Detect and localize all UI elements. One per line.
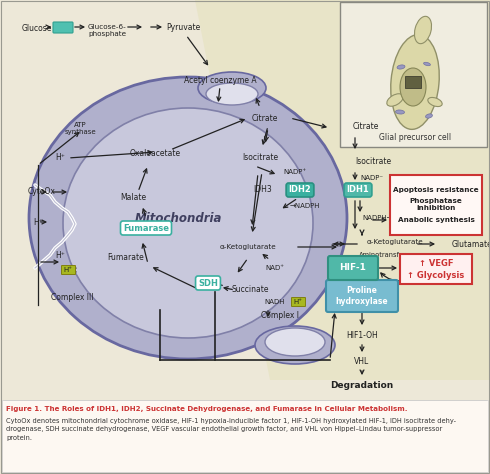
- Text: VHL: VHL: [354, 357, 369, 366]
- Ellipse shape: [415, 16, 432, 44]
- Text: Acetyl coenzyme A: Acetyl coenzyme A: [184, 75, 256, 84]
- Text: Complex III: Complex III: [51, 293, 93, 302]
- Polygon shape: [195, 0, 490, 380]
- Ellipse shape: [206, 83, 258, 105]
- FancyBboxPatch shape: [390, 175, 482, 235]
- Ellipse shape: [426, 114, 432, 118]
- Text: HIF1-OH: HIF1-OH: [346, 330, 378, 339]
- Text: Glutamate: Glutamate: [452, 239, 490, 248]
- Ellipse shape: [387, 94, 403, 106]
- Text: Proline
hydroxylase: Proline hydroxylase: [336, 286, 388, 306]
- Text: Isocitrate: Isocitrate: [355, 157, 391, 166]
- Text: CytoOx denotes mitochondrial cytochrome oxidase, HIF-1 hypoxia-inducible factor : CytoOx denotes mitochondrial cytochrome …: [6, 418, 456, 441]
- Text: α-Ketoglutarate: α-Ketoglutarate: [367, 239, 424, 245]
- Text: H⁺: H⁺: [55, 250, 65, 259]
- Text: NADH: NADH: [265, 299, 285, 305]
- Text: HIF-1: HIF-1: [340, 264, 367, 273]
- Text: NADPH→: NADPH→: [362, 215, 392, 221]
- Text: Apoptosis resistance: Apoptosis resistance: [393, 187, 479, 193]
- Text: Glial precursor cell: Glial precursor cell: [379, 134, 451, 143]
- Text: H⁺: H⁺: [55, 154, 65, 163]
- Ellipse shape: [265, 328, 325, 356]
- Text: IDH2: IDH2: [289, 185, 311, 194]
- Ellipse shape: [29, 77, 347, 359]
- FancyBboxPatch shape: [326, 280, 398, 312]
- FancyBboxPatch shape: [53, 22, 73, 33]
- Text: Fumarase: Fumarase: [123, 224, 169, 233]
- FancyBboxPatch shape: [62, 265, 75, 274]
- Text: NAD⁺: NAD⁺: [266, 265, 285, 271]
- Text: Glucose-6-
phosphate: Glucose-6- phosphate: [88, 24, 126, 37]
- Text: Oxygen: Oxygen: [408, 273, 437, 283]
- Ellipse shape: [400, 68, 426, 106]
- Text: →NADPH: →NADPH: [290, 203, 320, 209]
- Text: Citrate: Citrate: [353, 121, 379, 130]
- Text: Aminotransferases: Aminotransferases: [359, 252, 421, 258]
- FancyBboxPatch shape: [292, 298, 305, 307]
- Text: ↑ VEGF: ↑ VEGF: [419, 258, 453, 267]
- Text: Fumarate: Fumarate: [108, 254, 145, 263]
- Text: H⁺: H⁺: [64, 267, 73, 273]
- FancyBboxPatch shape: [405, 76, 421, 88]
- Text: Isocitrate: Isocitrate: [242, 154, 278, 163]
- Text: Degradation: Degradation: [330, 381, 393, 390]
- Text: CytoOx: CytoOx: [28, 188, 56, 197]
- Text: ATP
synthase: ATP synthase: [64, 121, 96, 135]
- Ellipse shape: [391, 35, 439, 129]
- Text: Oxaloacetate: Oxaloacetate: [129, 148, 180, 157]
- Text: SDH: SDH: [198, 279, 218, 288]
- Text: H⁺: H⁺: [33, 218, 43, 227]
- FancyBboxPatch shape: [328, 256, 378, 280]
- Ellipse shape: [395, 110, 404, 114]
- Ellipse shape: [397, 65, 405, 69]
- Text: NADP⁻: NADP⁻: [360, 175, 383, 181]
- Text: Mitochondria: Mitochondria: [134, 211, 221, 225]
- Ellipse shape: [423, 62, 430, 66]
- Text: Complex I: Complex I: [261, 311, 299, 320]
- Text: NADP⁺: NADP⁺: [283, 169, 307, 175]
- Text: Citrate: Citrate: [252, 113, 278, 122]
- Text: IDH3: IDH3: [254, 185, 272, 194]
- Text: Phosphatase
inhibition: Phosphatase inhibition: [410, 199, 463, 211]
- FancyBboxPatch shape: [340, 2, 487, 147]
- FancyBboxPatch shape: [400, 254, 472, 284]
- Ellipse shape: [428, 98, 442, 107]
- Text: Pyruvate: Pyruvate: [166, 22, 200, 31]
- Text: Glucose: Glucose: [22, 24, 52, 33]
- Text: Figure 1. The Roles of IDH1, IDH2, Succinate Dehydrogenase, and Fumarase in Cell: Figure 1. The Roles of IDH1, IDH2, Succi…: [6, 406, 408, 412]
- Text: ↑ Glycolysis: ↑ Glycolysis: [407, 271, 465, 280]
- Text: IDH1: IDH1: [346, 185, 369, 194]
- FancyBboxPatch shape: [2, 400, 488, 472]
- Text: H⁺: H⁺: [294, 299, 302, 305]
- Ellipse shape: [198, 72, 266, 104]
- Ellipse shape: [255, 326, 335, 364]
- Text: Malate: Malate: [120, 193, 146, 202]
- Ellipse shape: [63, 108, 313, 338]
- Text: Succinate: Succinate: [231, 285, 269, 294]
- Text: α-Ketoglutarate: α-Ketoglutarate: [220, 244, 276, 250]
- Text: Anabolic synthesis: Anabolic synthesis: [397, 217, 474, 223]
